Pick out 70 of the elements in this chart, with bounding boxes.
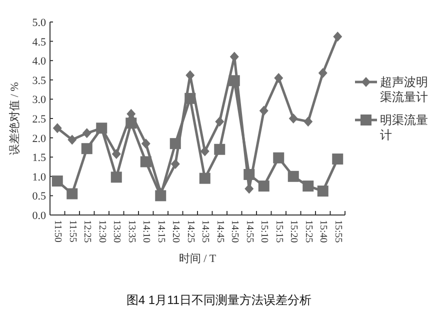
y-tick-label: 4.5 <box>32 36 46 48</box>
point <box>140 156 152 168</box>
y-tick-label: 2.5 <box>32 114 46 126</box>
point <box>52 123 62 134</box>
point <box>126 108 136 119</box>
point <box>68 134 77 145</box>
x-tick-label: 15:40 <box>318 220 329 243</box>
x-tick-label: 15:20 <box>288 220 300 243</box>
y-tick-label: 0.0 <box>32 210 46 222</box>
x-tick-label: 12:30 <box>96 220 108 243</box>
point <box>304 116 313 127</box>
x-tick-label: 14:50 <box>229 220 240 243</box>
x-tick-label: 11:55 <box>66 220 78 242</box>
y-tick-label: 1.5 <box>32 152 46 164</box>
x-tick-label: 13:30 <box>111 220 122 243</box>
y-tick-label: 1.0 <box>32 171 46 184</box>
point <box>200 146 210 156</box>
x-tick-label: 15:25 <box>302 220 314 243</box>
point <box>112 149 121 160</box>
x-tick-label: 14:10 <box>140 220 152 243</box>
point <box>141 138 150 149</box>
point <box>258 180 270 192</box>
x-tick-label: 11:50 <box>52 220 64 242</box>
y-tick-label: 3.0 <box>32 94 46 106</box>
point <box>126 118 137 129</box>
point <box>273 152 284 164</box>
point <box>302 180 314 192</box>
point <box>214 144 226 155</box>
point <box>199 172 210 184</box>
point <box>288 114 298 124</box>
point <box>228 75 240 86</box>
y-tick-label: 4.0 <box>32 56 46 68</box>
x-tick-label: 14:20 <box>170 220 182 243</box>
point <box>259 106 268 116</box>
legend-label: 明渠流量计 <box>380 113 428 142</box>
x-tick-label: 15:55 <box>332 220 344 243</box>
point <box>274 72 284 83</box>
x-tick-label: 14:35 <box>200 220 211 243</box>
y-tick-label: 2.0 <box>32 132 46 145</box>
x-tick-label: 14:25 <box>184 220 196 243</box>
point <box>244 168 255 180</box>
point <box>155 190 166 202</box>
y-tick-label: 5.0 <box>32 17 46 29</box>
point <box>52 176 63 187</box>
x-axis-title: 时间 / T <box>178 252 216 265</box>
text: 图4 1月11日不同测量方法误差分析 <box>126 293 312 307</box>
point <box>66 188 78 200</box>
point <box>170 138 181 150</box>
point <box>333 32 342 42</box>
point <box>317 186 328 197</box>
x-tick-label: 13:35 <box>126 220 137 243</box>
y-axis-title: 误差绝对值 / % <box>8 82 21 155</box>
x-tick-label: 14:55 <box>244 220 255 243</box>
point <box>110 172 122 183</box>
y-tick-label: 0.5 <box>32 190 46 203</box>
x-tick-label: 15:15 <box>273 220 284 243</box>
point <box>170 159 180 170</box>
x-tick-label: 14:15 <box>155 220 166 243</box>
y-tick-label: 3.5 <box>32 74 46 87</box>
x-tick-label: 15:10 <box>258 220 270 243</box>
point <box>318 68 328 78</box>
x-tick-label: 12:25 <box>82 220 93 243</box>
point <box>184 92 196 104</box>
point <box>288 170 299 182</box>
point <box>81 143 92 154</box>
point <box>82 128 92 138</box>
legend-label: 超声波明渠流量计 <box>380 75 428 104</box>
x-tick-label: 14:45 <box>214 220 226 243</box>
point <box>332 154 344 165</box>
point <box>215 116 224 127</box>
